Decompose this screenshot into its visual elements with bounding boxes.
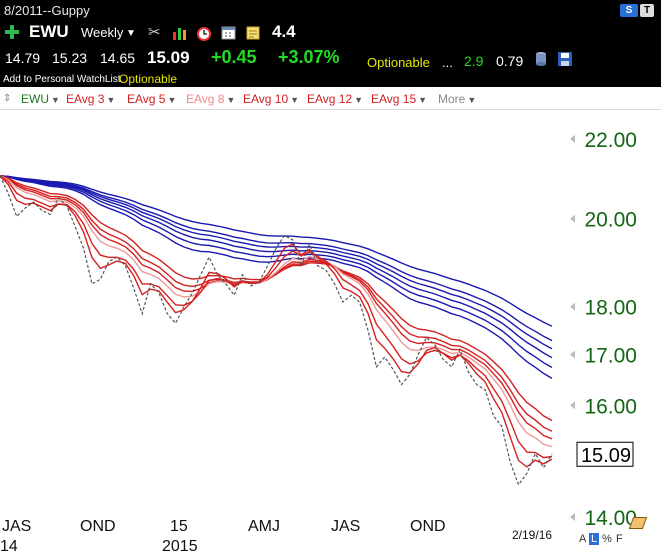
price-line — [0, 175, 553, 486]
indicator-label: EWU — [21, 92, 49, 106]
indicator-label: More — [438, 92, 466, 106]
ema-line-eavg3 — [0, 175, 553, 468]
sctr-rating: 4.4 — [272, 22, 296, 41]
chevron-down-icon: ▼ — [467, 95, 477, 105]
scale-a-button[interactable]: A — [579, 533, 587, 545]
indicator-label: EAvg 10 — [243, 92, 289, 106]
indicator-label: EAvg 12 — [307, 92, 353, 106]
y-tick-marker — [570, 401, 575, 410]
indicator-more[interactable]: More ▼ — [438, 92, 476, 106]
price-line-group — [0, 175, 553, 486]
calendar-icon[interactable] — [221, 25, 237, 45]
y-tick-label: 14.00 — [584, 507, 637, 530]
value-one: 2.9 — [464, 53, 484, 69]
database-icon[interactable] — [533, 51, 549, 71]
ellipsis-link[interactable]: ... — [442, 55, 453, 70]
y-tick-marker — [570, 350, 575, 359]
indicator-item-eavg8[interactable]: EAvg 8 ▼ — [186, 92, 235, 106]
y-tick-label: 16.00 — [584, 395, 637, 418]
bar-chart-icon[interactable] — [172, 25, 188, 45]
chevron-down-icon: ▼ — [226, 95, 236, 105]
y-tick-label: 20.00 — [584, 209, 637, 232]
indicator-item-eavg5[interactable]: EAvg 5 ▼ — [127, 92, 176, 106]
add-plus-icon[interactable] — [4, 24, 20, 40]
symbol-label: EWU — [29, 22, 69, 41]
y-tick-marker — [570, 512, 575, 521]
indicator-label: EAvg 5 — [127, 92, 166, 106]
y-tick-label: 17.00 — [584, 345, 637, 368]
ema-line-eavg35 — [0, 175, 553, 369]
alarm-clock-icon[interactable] — [196, 25, 212, 45]
indicator-bar: ⇕ EWU ▼ EAvg 3 ▼ EAvg 5 ▼ EAvg 8 ▼ EAvg 10 ▼ … — [0, 87, 661, 110]
x-tick-label: OND — [80, 518, 116, 535]
period-dropdown-icon[interactable]: ▼ — [126, 28, 136, 39]
ema-line-eavg45 — [0, 175, 553, 350]
y-tick-marker — [570, 302, 575, 311]
scale-f-button[interactable]: F — [616, 533, 623, 545]
last-price-box — [576, 441, 634, 467]
quote-header: EWU Weekly ▼ ✂ 4.4 14.79 15.23 14.65 15.… — [0, 21, 661, 87]
indicator-item-ewu[interactable]: EWU ▼ — [21, 92, 60, 106]
ema-line-eavg30 — [0, 175, 553, 380]
period-select[interactable]: Weekly — [81, 25, 124, 40]
indicator-label: EAvg 8 — [186, 92, 225, 106]
ema-line-eavg8 — [0, 175, 553, 448]
last-price-axis-label: 15.09 — [581, 445, 631, 467]
add-watchlist-link[interactable]: Add to Personal WatchList — [3, 74, 121, 85]
end-date-label: 2/19/16 — [512, 528, 553, 542]
chevron-down-icon: ▼ — [354, 95, 364, 105]
y-tick-label: 22.00 — [584, 129, 637, 152]
x-axis: JAS 14 OND 15 2015 AMJ JAS OND — [0, 518, 446, 555]
note-icon[interactable] — [245, 25, 261, 45]
ema-line-eavg5 — [0, 175, 553, 459]
indicator-label: EAvg 3 — [66, 92, 105, 106]
open-price: 14.79 — [5, 50, 41, 66]
indicator-label: EAvg 15 — [371, 92, 417, 106]
indicator-item-eavg12[interactable]: EAvg 12 ▼ — [307, 92, 363, 106]
tools-icon[interactable]: ✂ — [148, 24, 161, 41]
share-button[interactable]: S — [620, 4, 638, 17]
scale-log-button[interactable]: L — [589, 533, 600, 545]
low-price: 14.65 — [100, 50, 136, 66]
x-tick-label: JAS — [331, 518, 360, 535]
ema-line-eavg50 — [0, 175, 553, 342]
change-percent: +3.07% — [278, 47, 340, 67]
ema-line-eavg40 — [0, 175, 553, 359]
y-tick-label: 18.00 — [584, 297, 637, 320]
x-tick-sublabel: 2015 — [162, 538, 198, 555]
last-price: 15.09 — [147, 48, 190, 67]
change-value: +0.45 — [211, 47, 257, 67]
sort-arrows-icon[interactable]: ⇕ — [3, 93, 12, 104]
y-tick-marker — [570, 134, 575, 143]
window-title: 8/2011--Guppy — [4, 3, 90, 18]
y-tick-marker — [570, 214, 575, 223]
scale-percent-button[interactable]: % — [602, 533, 612, 545]
x-tick-sublabel: 14 — [0, 538, 18, 555]
x-tick-label: OND — [410, 518, 446, 535]
ema-line-eavg12 — [0, 175, 553, 432]
chevron-down-icon: ▼ — [106, 95, 116, 105]
x-tick-label: 15 — [170, 518, 188, 535]
chevron-down-icon: ▼ — [51, 95, 60, 105]
x-tick-label: JAS — [2, 518, 31, 535]
chevron-down-icon: ▼ — [418, 95, 428, 105]
x-tick-label: AMJ — [248, 518, 280, 535]
y-axis: 22.00 20.00 18.00 17.00 16.00 14.00 15.09 — [570, 129, 637, 530]
ema-line-eavg60 — [0, 175, 553, 327]
value-two: 0.79 — [496, 53, 524, 69]
chevron-down-icon: ▼ — [167, 95, 177, 105]
optionable-link[interactable]: Optionable — [119, 72, 178, 86]
ema-lines-group — [0, 175, 553, 468]
optionable-label: Optionable — [367, 55, 430, 70]
indicator-item-eavg3[interactable]: EAvg 3 ▼ — [66, 92, 115, 106]
text-size-button[interactable]: T — [640, 4, 654, 17]
chevron-down-icon: ▼ — [290, 95, 300, 105]
indicator-item-eavg15[interactable]: EAvg 15 ▼ — [371, 92, 427, 106]
price-chart[interactable]: 22.00 20.00 18.00 17.00 16.00 14.00 15.09 JAS 1… — [0, 109, 661, 558]
high-price: 15.23 — [52, 50, 88, 66]
window-titlebar: 8/2011--Guppy S T — [0, 0, 661, 21]
save-icon[interactable] — [557, 51, 573, 71]
indicator-item-eavg10[interactable]: EAvg 10 ▼ — [243, 92, 299, 106]
